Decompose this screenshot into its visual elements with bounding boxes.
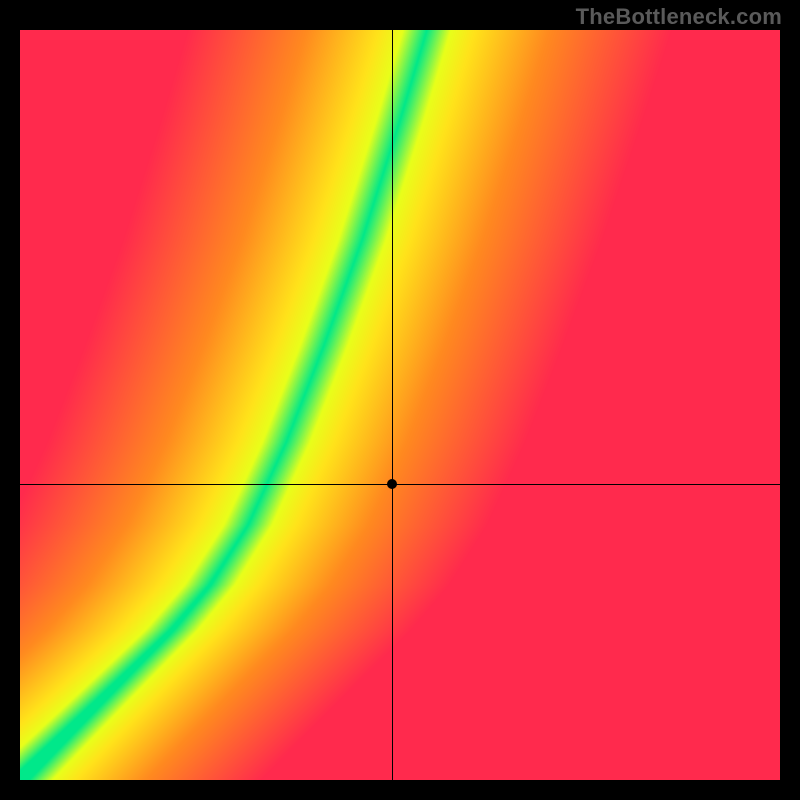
heatmap-canvas: [20, 30, 780, 780]
watermark-text: TheBottleneck.com: [576, 4, 782, 30]
chart-container: TheBottleneck.com: [0, 0, 800, 800]
crosshair-vertical: [392, 30, 393, 780]
crosshair-horizontal: [20, 484, 780, 485]
plot-frame: [20, 30, 780, 780]
marker-dot: [387, 479, 397, 489]
